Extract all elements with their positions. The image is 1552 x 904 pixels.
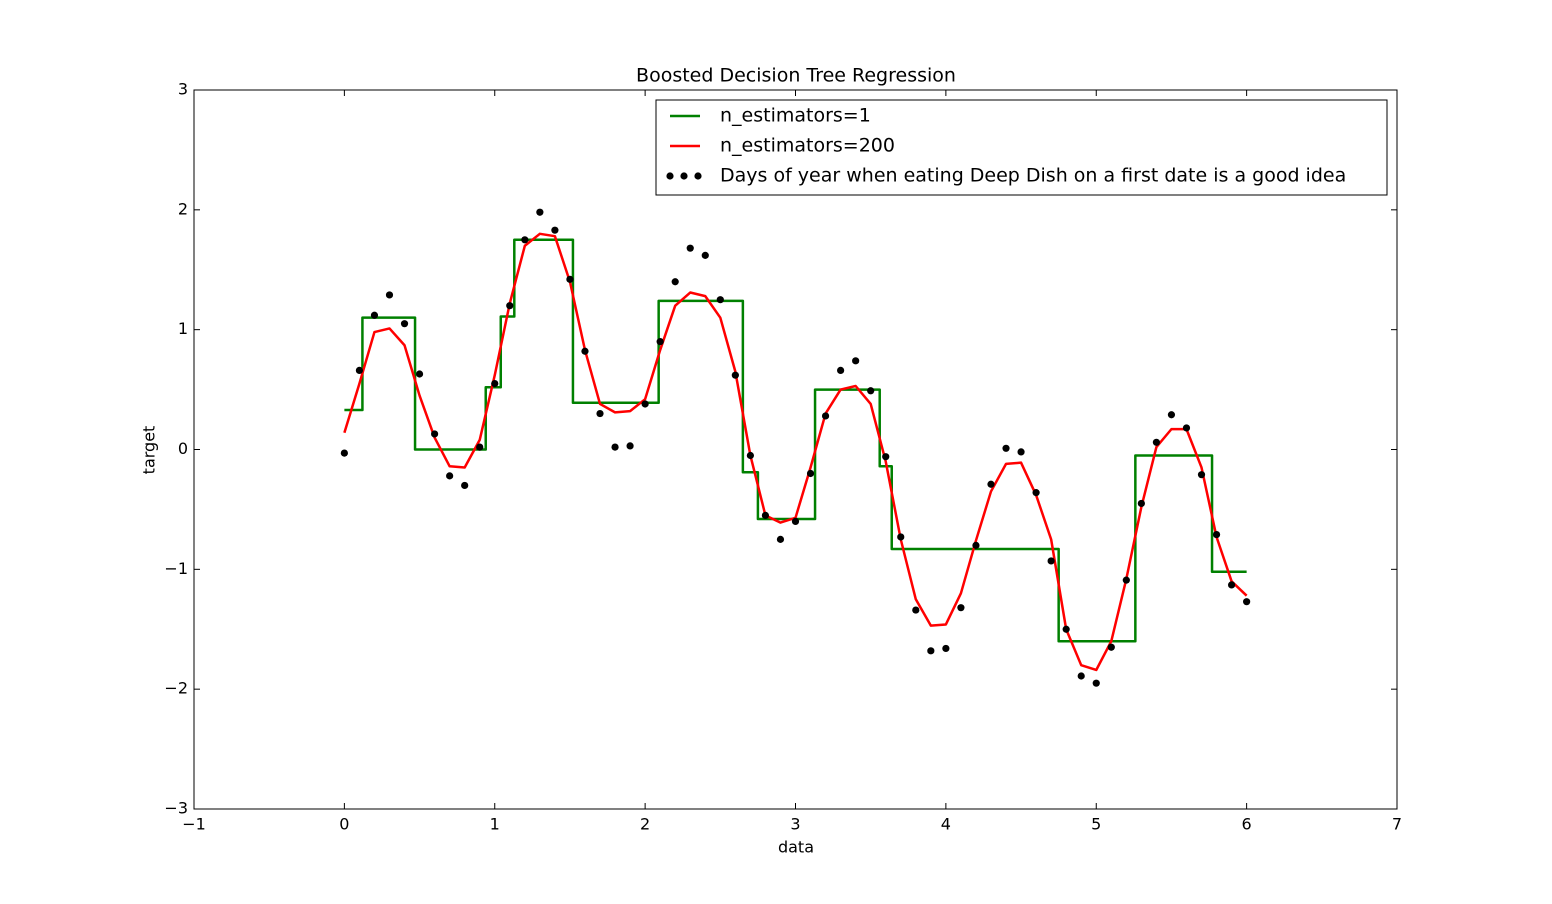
scatter-point (761, 511, 770, 520)
scatter-point (506, 302, 514, 310)
scatter-point (566, 275, 574, 283)
scatter-point (671, 278, 679, 286)
x-tick-label: 0 (339, 815, 349, 834)
x-tick-label: 4 (941, 815, 951, 834)
y-tick-label: 3 (178, 80, 188, 99)
scatter-point (1137, 499, 1145, 508)
scatter-point (400, 320, 409, 328)
scatter-point (611, 443, 619, 451)
scatter-point (370, 311, 379, 319)
legend-swatch (666, 172, 674, 180)
scatter-point (987, 480, 995, 488)
scatter-point (461, 481, 469, 490)
scatter-point (731, 371, 739, 379)
legend-swatch (694, 172, 702, 180)
x-axis-label: data (778, 838, 814, 857)
scatter-point (1227, 581, 1236, 589)
y-axis-label: target (140, 426, 159, 475)
x-tick-label: 3 (790, 815, 800, 834)
plot-frame (193, 89, 1398, 810)
scatter-point (1047, 557, 1055, 565)
scatter-point (716, 296, 724, 304)
chart-title: Boosted Decision Tree Regression (636, 65, 956, 87)
scatter-point (521, 236, 529, 244)
scatter-point (882, 453, 890, 461)
scatter-point (942, 644, 950, 653)
scatter-point (837, 366, 845, 375)
scatter-point (1077, 672, 1085, 680)
scatter-point (446, 472, 454, 480)
scatter-point (1197, 471, 1206, 479)
scatter-point (701, 251, 709, 259)
scatter-point (897, 533, 905, 541)
scatter-point (1017, 448, 1025, 456)
scatter-point (852, 357, 860, 365)
scatter-point (1212, 530, 1221, 539)
scatter-point (581, 347, 589, 355)
scatter-point (551, 226, 559, 234)
scatter-point (746, 451, 754, 460)
scatter-point (1182, 424, 1191, 432)
scatter-point (1122, 576, 1130, 584)
x-tick-label: 1 (490, 815, 500, 834)
scatter-point (686, 244, 694, 252)
y-tick-label: 2 (178, 199, 188, 218)
scatter-point (1062, 625, 1070, 633)
x-tick-label: −1 (182, 815, 206, 834)
x-tick-label: 2 (640, 815, 650, 834)
scatter-point (1152, 438, 1160, 446)
line-series (344, 238, 1247, 643)
scatter-point (927, 647, 935, 655)
y-tick-label: 0 (178, 439, 188, 458)
scatter-point (1032, 489, 1040, 497)
scatter-point (776, 535, 785, 543)
x-tick-label: 5 (1091, 815, 1101, 834)
scatter-point (656, 338, 664, 346)
scatter-point (957, 604, 965, 612)
y-tick-label: −1 (164, 559, 188, 578)
scatter-point (1002, 444, 1010, 452)
scatter-point (476, 443, 484, 451)
scatter-point (431, 430, 439, 438)
scatter-point (791, 517, 800, 526)
scatter-point (972, 541, 980, 549)
scatter-point (491, 379, 499, 388)
scatter-point (641, 400, 649, 408)
scatter-point (821, 412, 830, 420)
legend-label: n_estimators=200 (720, 135, 895, 157)
scatter-point (1167, 411, 1176, 419)
scatter-point (912, 606, 920, 614)
legend-label: Days of year when eating Deep Dish on a … (720, 165, 1346, 187)
scatter-point (385, 291, 394, 299)
scatter-point (1092, 679, 1100, 687)
scatter-point (626, 442, 634, 450)
scatter-point (355, 366, 364, 375)
y-tick-label: 1 (178, 319, 188, 338)
scatter-point (1107, 643, 1115, 651)
y-tick-label: −3 (164, 799, 188, 818)
scatter-point (340, 449, 348, 457)
legend-swatch (680, 172, 688, 180)
scatter-point (806, 469, 815, 478)
y-tick-label: −2 (164, 679, 188, 698)
x-tick-label: 6 (1242, 815, 1252, 834)
scatter-point (1243, 598, 1251, 606)
legend-label: n_estimators=1 (720, 105, 871, 127)
scatter-point (536, 208, 544, 216)
x-tick-label: 7 (1392, 815, 1402, 834)
scatter-point (867, 387, 875, 395)
scatter-point (596, 409, 604, 418)
legend-box (655, 99, 1388, 196)
scatter-point (415, 370, 424, 378)
